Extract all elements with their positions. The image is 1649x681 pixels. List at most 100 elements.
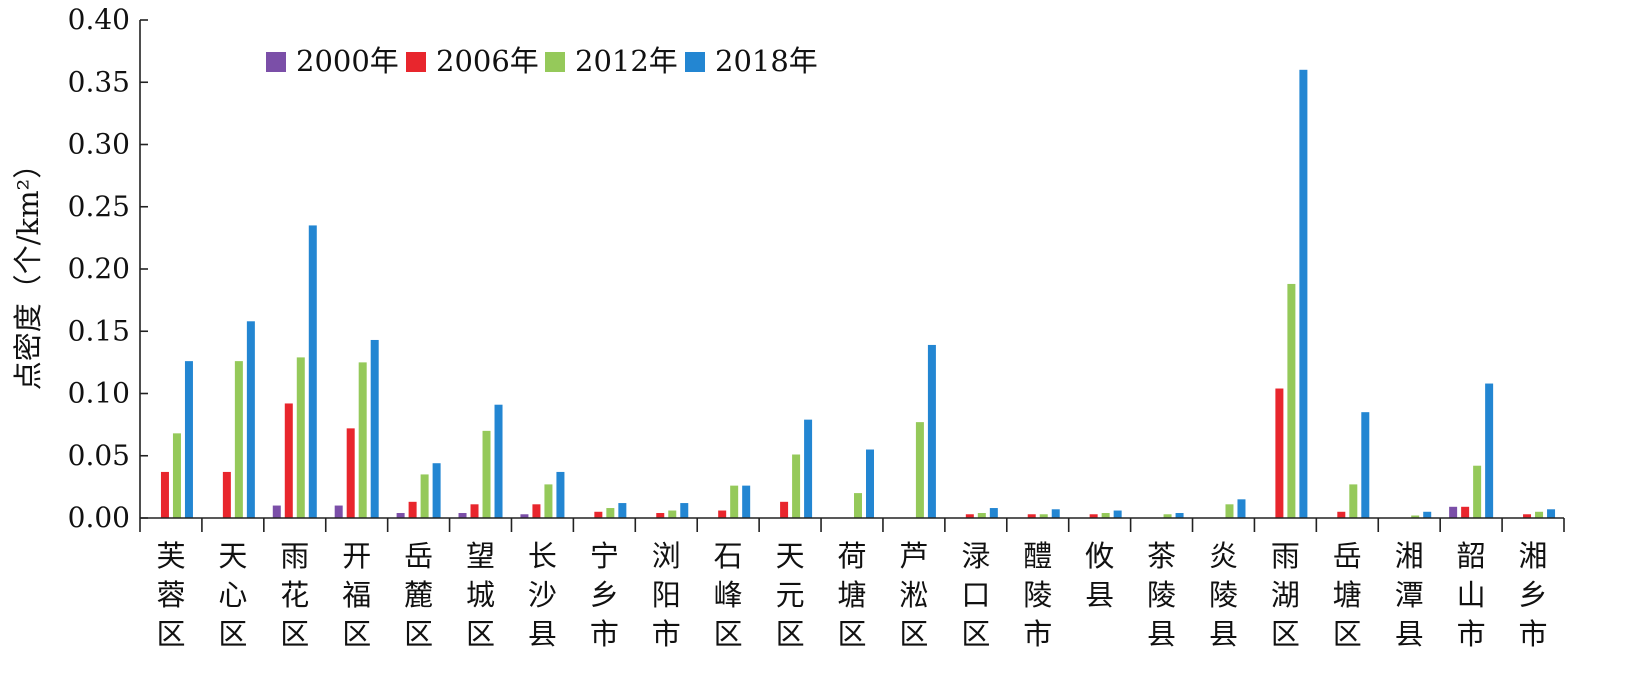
x-tick-label: 茶 <box>1147 539 1176 573</box>
bar <box>1275 388 1284 518</box>
bar <box>780 501 789 518</box>
bar <box>532 504 541 518</box>
bar <box>396 513 405 518</box>
bar <box>1113 510 1122 518</box>
bar <box>606 508 615 518</box>
x-tick-label: 宁 <box>590 539 619 573</box>
x-tick-label: 县 <box>528 617 557 651</box>
x-tick-label: 市 <box>590 617 619 651</box>
bar <box>222 471 231 518</box>
y-tick-label: 0.40 <box>68 3 130 36</box>
bar <box>977 513 986 518</box>
bar <box>1299 69 1308 519</box>
bar <box>915 422 924 518</box>
x-tick-label: 醴 <box>1023 539 1052 573</box>
bar <box>965 514 974 518</box>
legend-label: 2000年 <box>296 44 399 78</box>
bar <box>804 419 813 518</box>
x-tick-label: 山 <box>1457 578 1486 612</box>
bar <box>520 514 529 518</box>
x-tick-label: 岳 <box>404 539 433 573</box>
bar <box>989 508 998 518</box>
x-tick-label: 县 <box>1395 617 1424 651</box>
x-tick-label: 区 <box>961 617 990 651</box>
x-tick-label: 淞 <box>899 578 928 612</box>
bar <box>594 511 603 518</box>
bar <box>1473 465 1482 518</box>
bar <box>1523 514 1532 518</box>
x-tick-label: 乡 <box>1519 578 1548 612</box>
x-tick-label: 雨 <box>1271 539 1300 573</box>
bar <box>494 404 503 518</box>
x-tick-label: 市 <box>1519 617 1548 651</box>
legend-swatch <box>545 52 565 72</box>
x-tick-label: 浏 <box>652 539 681 573</box>
bar <box>284 403 293 518</box>
bar <box>1163 514 1172 518</box>
bar <box>246 321 255 518</box>
x-tick-label: 麓 <box>404 578 433 612</box>
x-tick-label: 区 <box>899 617 928 651</box>
bar <box>1423 511 1432 518</box>
x-tick-label: 芦 <box>899 539 928 573</box>
x-tick-label: 区 <box>280 617 309 651</box>
bar <box>1039 514 1048 518</box>
y-axis-label: 点密度（个/km²） <box>11 150 45 390</box>
x-tick-label: 塘 <box>1333 578 1362 612</box>
x-tick-label: 心 <box>218 578 247 612</box>
x-tick-label: 沙 <box>528 578 557 612</box>
x-tick-label: 芙 <box>156 539 185 573</box>
bar <box>1535 511 1544 518</box>
x-tick-label: 区 <box>156 617 185 651</box>
x-tick-label: 乡 <box>590 578 619 612</box>
x-tick-label: 韶 <box>1457 539 1486 573</box>
x-tick-label: 口 <box>961 578 990 612</box>
bar <box>184 361 193 518</box>
bars <box>160 69 1556 519</box>
bar <box>742 485 751 518</box>
bar <box>680 503 689 518</box>
bar <box>1051 509 1060 518</box>
x-tick-label: 炎 <box>1209 539 1238 573</box>
bar <box>730 485 739 518</box>
bar <box>718 510 727 518</box>
x-tick-label: 区 <box>1333 617 1362 651</box>
bar <box>234 361 243 518</box>
bar <box>1349 484 1358 518</box>
bar <box>346 428 355 518</box>
bar <box>272 505 281 518</box>
bar <box>1411 515 1420 518</box>
x-tick-label: 攸 <box>1085 539 1114 573</box>
x-tick-label: 长 <box>528 539 557 573</box>
bar <box>1547 509 1556 518</box>
bar <box>1449 506 1458 518</box>
legend-swatch <box>266 52 286 72</box>
x-tick-label: 荷 <box>837 539 866 573</box>
bar <box>656 513 665 518</box>
x-tick-label: 湘 <box>1519 539 1548 573</box>
x-tick-label: 岳 <box>1333 539 1362 573</box>
bar <box>1461 506 1470 518</box>
x-tick-label: 城 <box>466 578 495 612</box>
x-tick-label: 塘 <box>837 578 866 612</box>
x-tick-label: 湘 <box>1395 539 1424 573</box>
bar <box>458 513 467 518</box>
bar <box>1361 412 1370 518</box>
x-tick-label: 花 <box>280 578 309 612</box>
y-tick-label: 0.10 <box>68 377 130 410</box>
x-tick-label: 区 <box>837 617 866 651</box>
legend-label: 2012年 <box>575 44 678 78</box>
y-tick-label: 0.15 <box>68 314 130 347</box>
bar <box>1027 514 1036 518</box>
bar <box>1237 499 1246 518</box>
bar <box>1287 283 1296 518</box>
x-tick-label: 开 <box>342 539 371 573</box>
y-tick-label: 0.00 <box>68 501 130 534</box>
axes: 0.00 0.05 0.10 0.15 0.20 0.25 0.30 0.35 0.40 芙蓉区 天… <box>68 3 1565 651</box>
y-tick-label: 0.05 <box>68 439 130 472</box>
x-tick-label: 潭 <box>1395 578 1424 612</box>
x-tick-label: 县 <box>1147 617 1176 651</box>
bar <box>432 463 441 518</box>
